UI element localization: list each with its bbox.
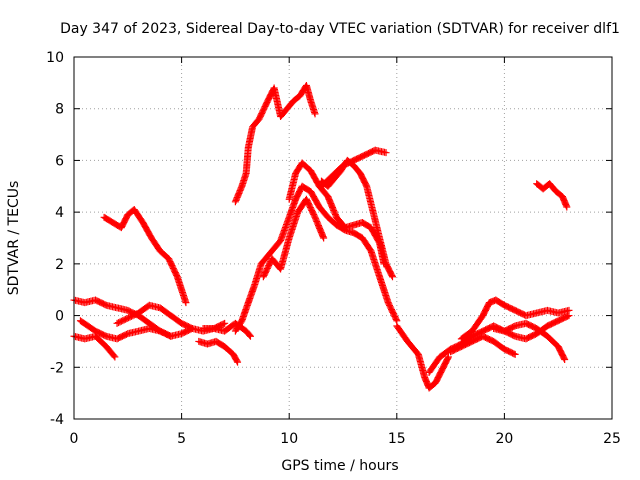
- series-arc-i: [259, 195, 328, 281]
- data-point: [219, 320, 227, 328]
- data-point: [392, 315, 400, 323]
- data-point: [111, 353, 119, 361]
- y-tick-label: 6: [55, 153, 64, 169]
- chart-title: Day 347 of 2023, Sidereal Day-to-day VTE…: [60, 21, 620, 37]
- series-arc-m: [231, 81, 319, 206]
- series-arc-r: [490, 319, 569, 364]
- axis-ticks: 0 5 10 15 20 25 -4 -2 0 2 4 6 8 10: [46, 50, 621, 447]
- data-point: [233, 357, 241, 365]
- series-arc-f: [195, 337, 242, 366]
- series-arc-g: [199, 319, 254, 340]
- data-point: [320, 234, 328, 242]
- y-tick-label: -2: [50, 360, 64, 376]
- x-axis-label: GPS time / hours: [281, 458, 398, 474]
- data-point: [382, 149, 390, 157]
- data-point: [167, 332, 175, 340]
- series-arc-q: [447, 332, 519, 358]
- series-arc-e: [100, 206, 190, 307]
- y-axis-label: SDTVAR / TECUs: [6, 181, 22, 296]
- x-tick-label: 10: [280, 431, 298, 447]
- y-tick-label: 2: [55, 257, 64, 273]
- data-point: [110, 352, 118, 360]
- data-point: [221, 319, 229, 327]
- data-point: [188, 325, 196, 332]
- data-point: [563, 203, 571, 211]
- series-arc-h: [231, 182, 401, 335]
- data-point: [246, 331, 254, 339]
- data-point: [182, 299, 190, 307]
- x-tick-label: 25: [603, 431, 621, 447]
- data-point: [388, 273, 396, 281]
- y-tick-label: 10: [46, 50, 64, 66]
- data-point: [165, 332, 173, 340]
- y-tick-label: 0: [55, 309, 64, 325]
- y-tick-label: 4: [55, 205, 64, 221]
- data-point: [444, 353, 452, 361]
- data-point: [560, 354, 568, 362]
- data-point: [187, 324, 195, 332]
- series-arc-c: [76, 317, 175, 343]
- series-arc-s: [533, 180, 571, 211]
- x-tick-label: 15: [388, 431, 406, 447]
- data-point: [388, 271, 396, 279]
- data-point: [444, 354, 452, 362]
- series-arc-d: [113, 301, 196, 332]
- x-tick-label: 20: [495, 431, 513, 447]
- data-marks: [70, 81, 573, 392]
- y-tick-label: -4: [50, 412, 64, 428]
- data-point: [561, 356, 569, 364]
- data-point: [565, 306, 573, 314]
- data-point: [234, 358, 242, 366]
- series-arc-p: [457, 296, 573, 343]
- data-point: [510, 350, 518, 358]
- y-tick-label: 8: [55, 102, 64, 118]
- series-arc-n: [393, 322, 452, 392]
- data-point: [311, 110, 319, 118]
- plot-frame: [73, 56, 613, 420]
- x-tick-label: 5: [177, 431, 186, 447]
- series-arc-l: [317, 146, 390, 190]
- x-tick-label: 0: [70, 431, 79, 447]
- data-point: [511, 350, 519, 358]
- data-point: [246, 332, 254, 340]
